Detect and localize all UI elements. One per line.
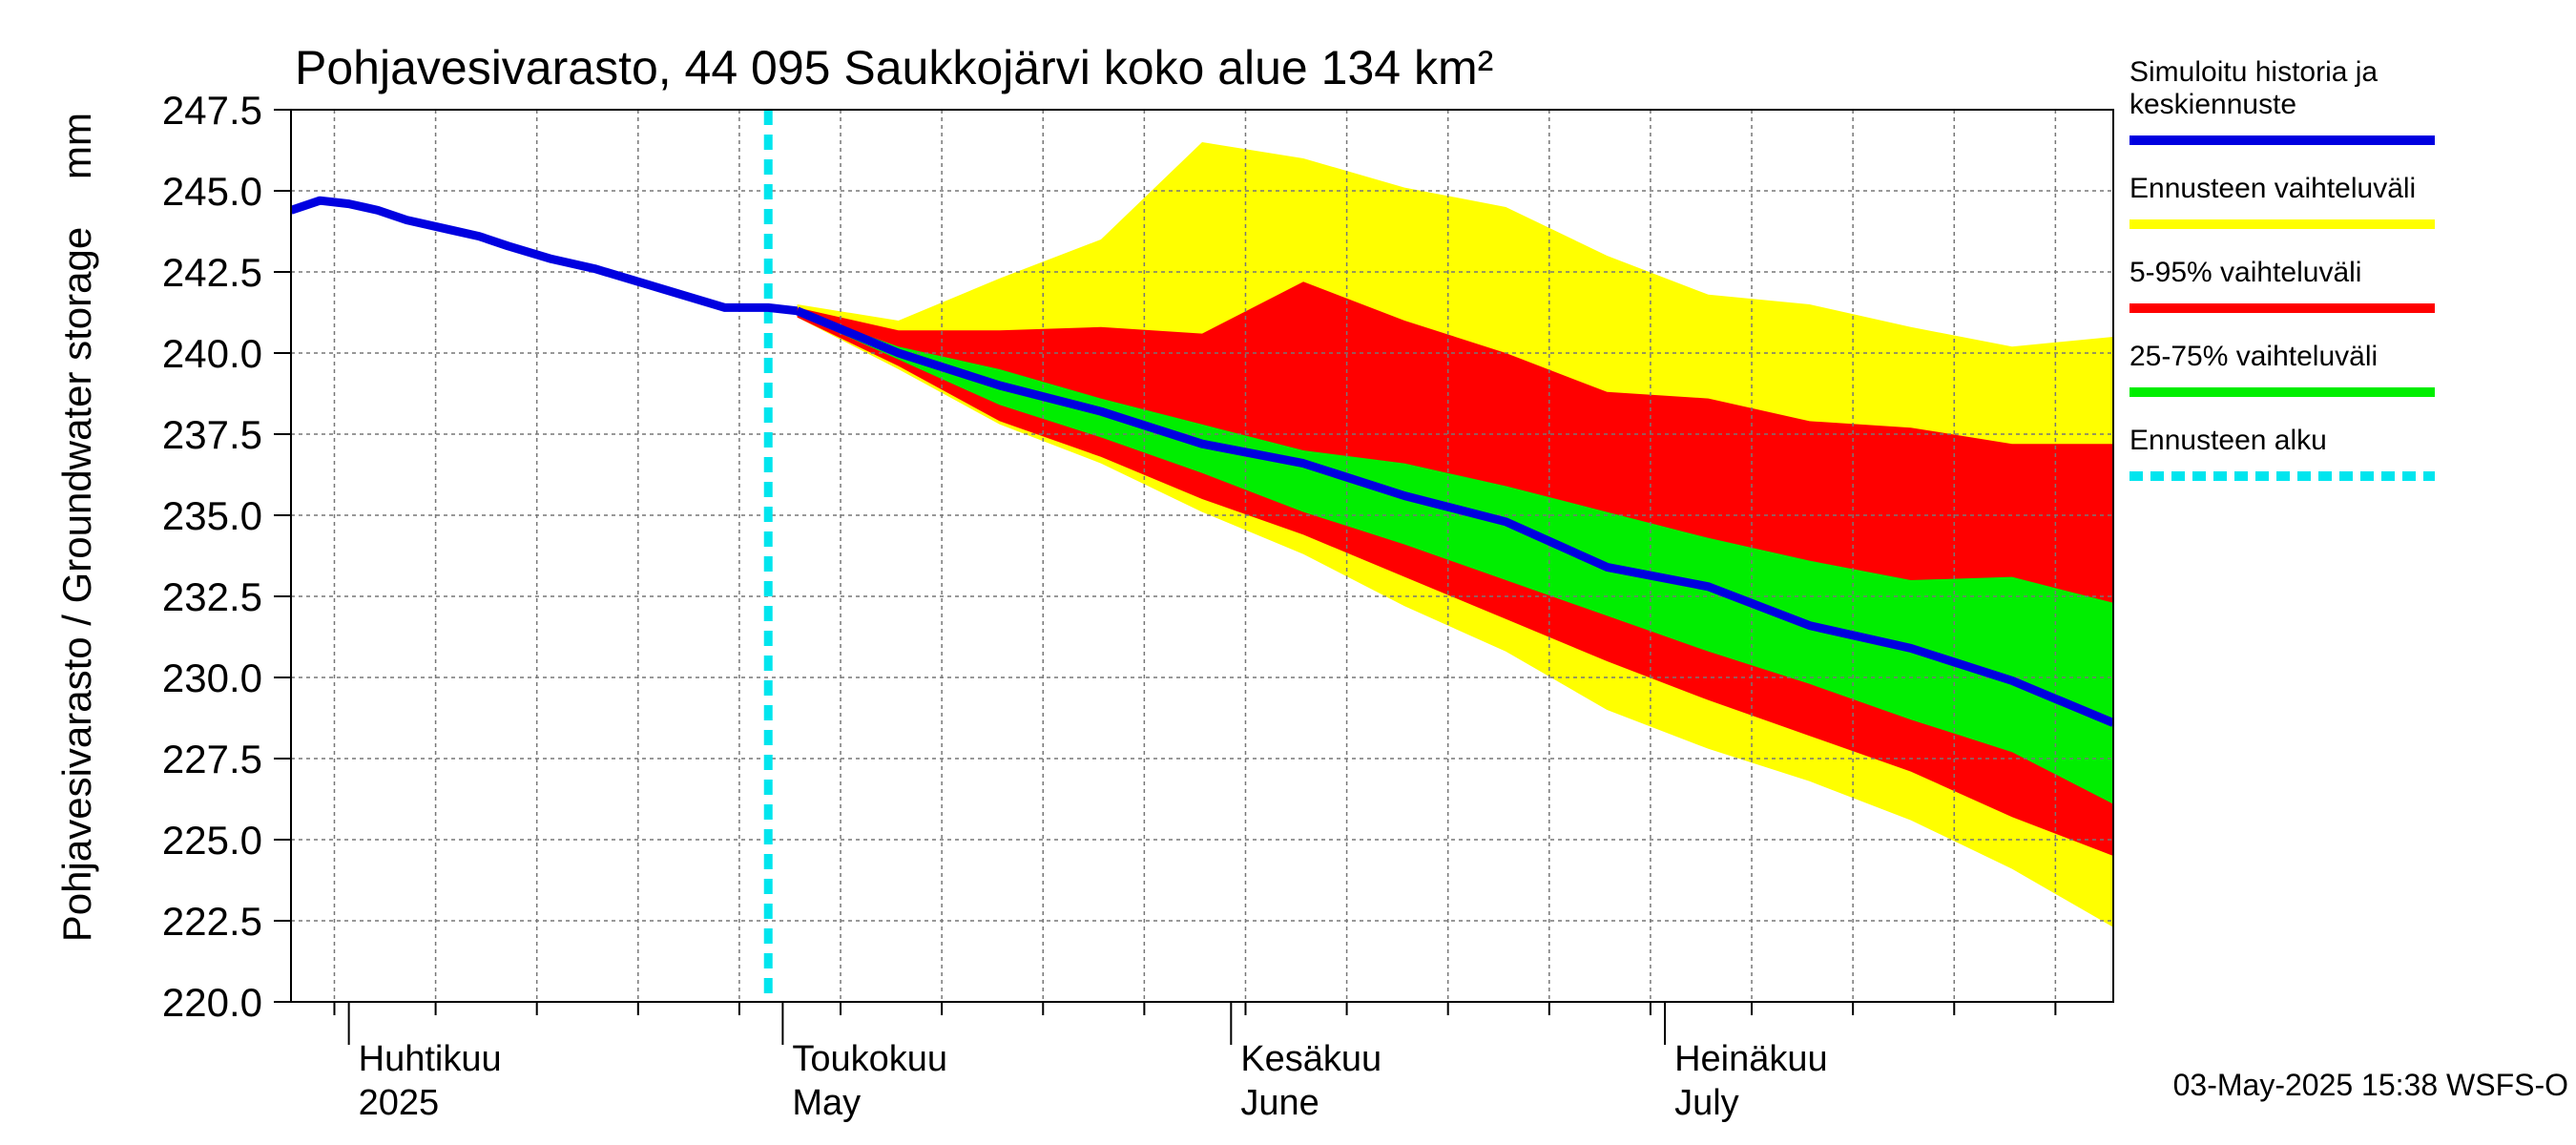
month-label: Huhtikuu [359, 1039, 502, 1079]
legend-label: 25-75% vaihteluväli [2129, 341, 2378, 372]
month-label: Toukokuu [792, 1039, 947, 1079]
month-sublabel: 2025 [359, 1083, 440, 1123]
y-tick-label: 232.5 [162, 574, 262, 619]
legend-label: Simuloitu historia ja [2129, 56, 2378, 88]
forecast-bands [797, 142, 2113, 927]
plot-frame [290, 109, 2114, 1003]
chart-title: Pohjavesivarasto, 44 095 Saukkojärvi kok… [295, 41, 1493, 94]
footer-timestamp: 03-May-2025 15:38 WSFS-O [2173, 1068, 2568, 1102]
y-unit-label: mm [54, 113, 99, 179]
y-tick-label: 240.0 [162, 331, 262, 376]
median-forecast-line [795, 306, 2113, 727]
month-sublabel: July [1674, 1083, 1739, 1123]
y-tick-label: 242.5 [162, 250, 262, 295]
y-axis-label: Pohjavesivarasto / Groundwater storage [54, 227, 99, 942]
y-tick-label: 237.5 [162, 412, 262, 457]
series-lines [291, 110, 2113, 1002]
y-tick-label: 230.0 [162, 656, 262, 700]
y-tick-label: 222.5 [162, 899, 262, 944]
legend-label: Ennusteen alku [2129, 425, 2327, 456]
y-tick-label: 235.0 [162, 493, 262, 538]
legend-label: 5-95% vaihteluväli [2129, 257, 2361, 288]
grid-lines [291, 109, 2113, 1003]
legend-label: keskiennuste [2129, 89, 2296, 120]
axis-ticks: 220.0 222.5 225.0 227.5 230.0 232.5 235.0 237.5… [162, 88, 2057, 1123]
y-tick-label: 220.0 [162, 980, 262, 1025]
month-label: Kesäkuu [1240, 1039, 1381, 1079]
y-tick-label: 245.0 [162, 169, 262, 214]
y-tick-label: 247.5 [162, 88, 262, 133]
legend-label: Ennusteen vaihteluväli [2129, 173, 2416, 204]
month-label: Heinäkuu [1674, 1039, 1828, 1079]
y-tick-label: 227.5 [162, 737, 262, 781]
y-tick-label: 225.0 [162, 818, 262, 863]
history-line [291, 196, 799, 316]
month-sublabel: May [792, 1083, 861, 1123]
month-sublabel: June [1240, 1083, 1319, 1123]
